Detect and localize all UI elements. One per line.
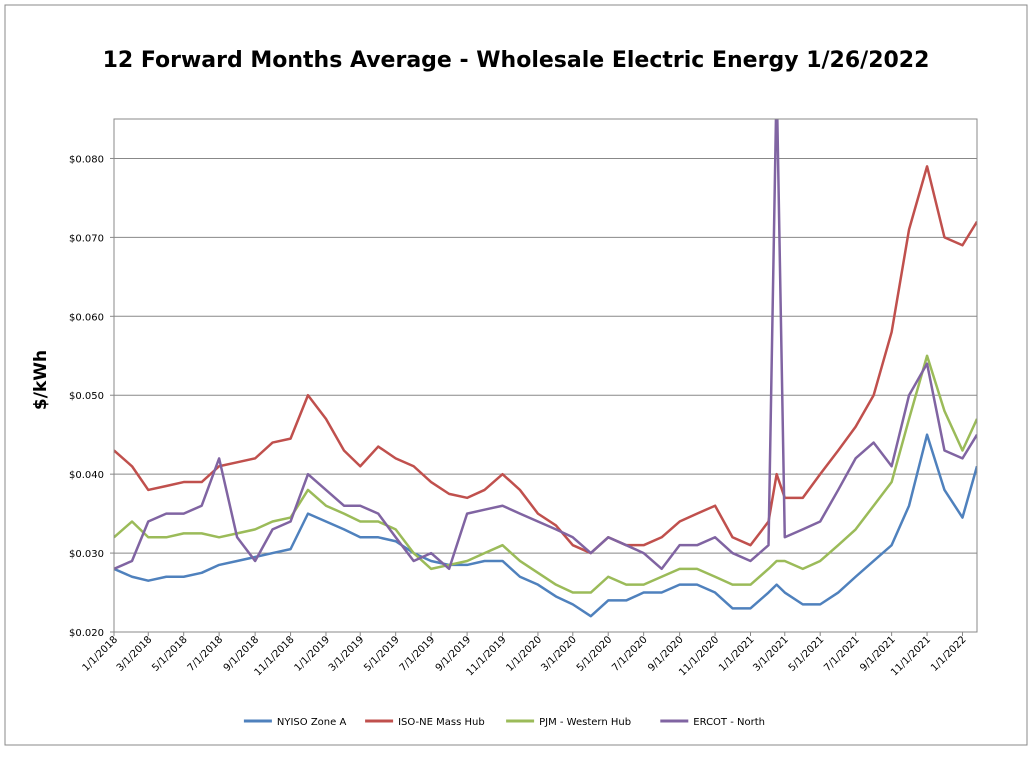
y-tick-label: $0.030 bbox=[69, 549, 104, 560]
legend-label: NYISO Zone A bbox=[277, 717, 347, 728]
legend-label: ERCOT - North bbox=[693, 717, 765, 728]
y-tick-label: $0.080 bbox=[69, 154, 104, 165]
grid bbox=[114, 157, 977, 633]
y-tick-label: $0.020 bbox=[69, 628, 104, 639]
legend-label: PJM - Western Hub bbox=[539, 717, 631, 728]
legend-label: ISO-NE Mass Hub bbox=[398, 717, 485, 728]
plot-lines bbox=[114, 119, 977, 618]
series-line bbox=[114, 165, 977, 555]
series-line bbox=[114, 433, 977, 618]
y-tick-label: $0.060 bbox=[69, 312, 104, 323]
y-tick-label: $0.040 bbox=[69, 470, 104, 481]
y-tick-label: $0.070 bbox=[69, 233, 104, 244]
plot-border bbox=[113, 118, 978, 633]
chart-frame bbox=[4, 4, 1028, 746]
y-tick-label: $0.050 bbox=[69, 391, 104, 402]
y-axis-label: $/kWh bbox=[31, 350, 51, 410]
chart-title: 12 Forward Months Average - Wholesale El… bbox=[103, 48, 930, 73]
series-line bbox=[114, 119, 977, 571]
series-line bbox=[114, 354, 977, 594]
